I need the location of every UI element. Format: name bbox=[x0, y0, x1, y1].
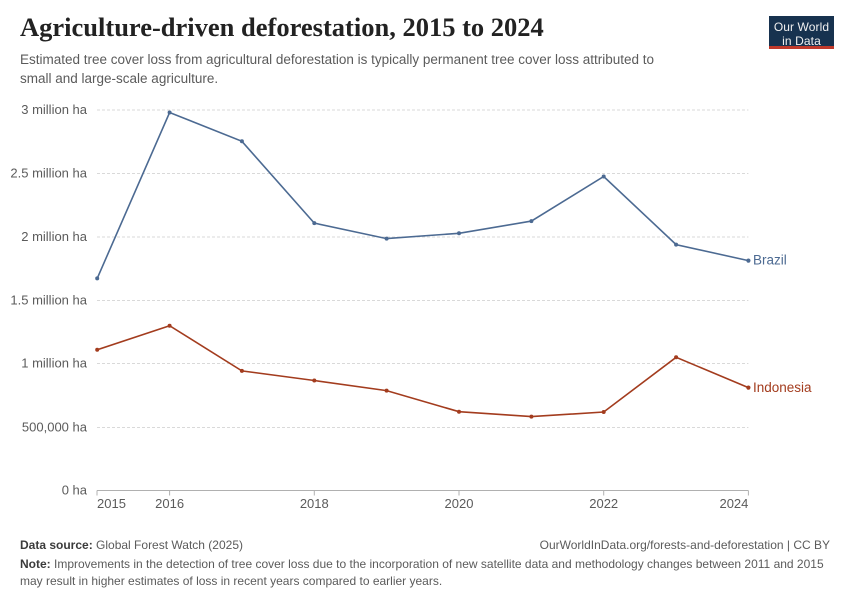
svg-text:2020: 2020 bbox=[445, 496, 474, 511]
svg-text:1 million ha: 1 million ha bbox=[21, 356, 88, 371]
svg-text:2.5 million ha: 2.5 million ha bbox=[10, 166, 87, 181]
svg-text:1.5 million ha: 1.5 million ha bbox=[10, 293, 87, 308]
svg-text:2022: 2022 bbox=[589, 496, 618, 511]
svg-text:2 million ha: 2 million ha bbox=[21, 229, 88, 244]
svg-text:2015: 2015 bbox=[97, 496, 126, 511]
svg-text:0 ha: 0 ha bbox=[62, 483, 88, 498]
svg-text:500,000 ha: 500,000 ha bbox=[22, 420, 88, 435]
svg-text:2018: 2018 bbox=[300, 496, 329, 511]
svg-text:Brazil: Brazil bbox=[753, 253, 787, 268]
svg-text:3 million ha: 3 million ha bbox=[21, 102, 88, 117]
svg-text:2024: 2024 bbox=[719, 496, 748, 511]
svg-text:Indonesia: Indonesia bbox=[753, 380, 812, 395]
svg-text:2016: 2016 bbox=[155, 496, 184, 511]
